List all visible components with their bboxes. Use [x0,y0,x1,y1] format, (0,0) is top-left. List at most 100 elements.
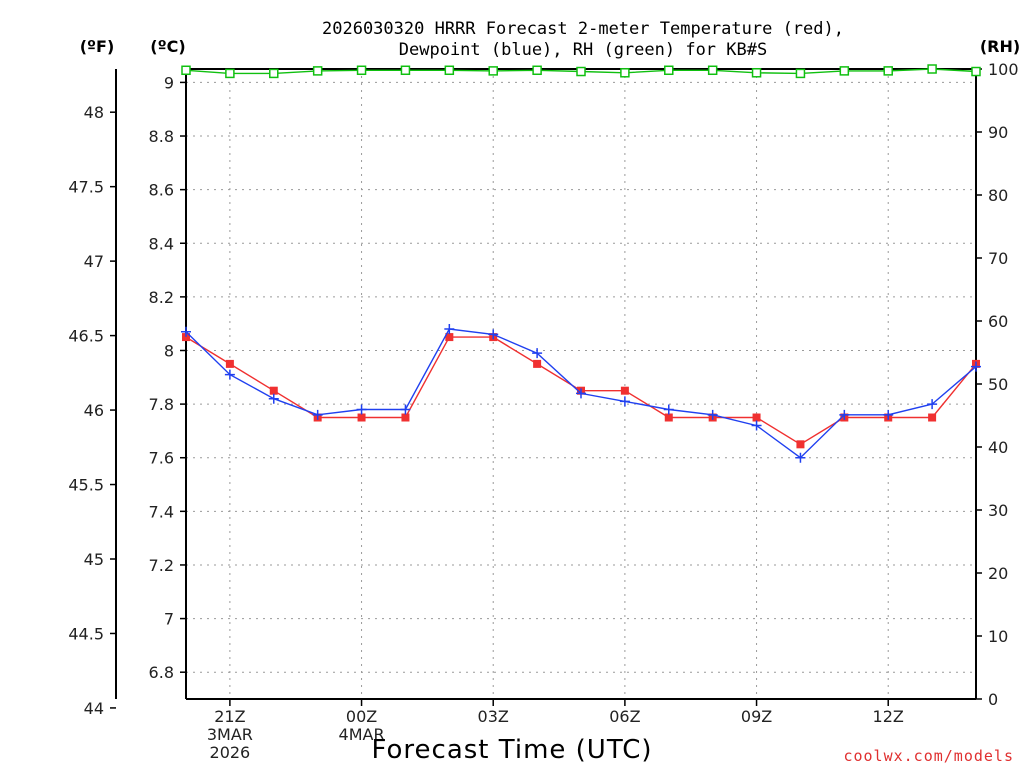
temperature-point [928,413,937,422]
temperature-point [796,440,805,449]
rh-point [971,66,981,77]
celsius-tick-label: 9 [164,73,174,92]
chart-title-line2: Dewpoint (blue), RH (green) for KB#S [399,40,767,60]
rh-tick-label: 50 [988,375,1008,394]
dewpoint-point [619,396,630,407]
dewpoint-point [488,329,499,340]
dewpoint-point [312,409,323,420]
fahrenheit-tick-label: 45.5 [68,476,104,495]
dewpoint-point [356,404,367,415]
dewpoint-point [707,409,718,420]
dewpoint-series [181,324,981,463]
temperature-point [752,413,761,422]
x-tick-label: 3MAR [207,725,253,744]
celsius-tick-label: 7.4 [149,502,174,521]
x-tick-label: 06Z [609,707,640,726]
temperature-point [357,413,366,422]
celsius-tick-label: 7 [164,610,174,629]
celsius-tick-label: 6.8 [149,663,174,682]
temperature-point [401,413,410,422]
dewpoint-point [444,324,455,335]
x-tick-label: 00Z [346,707,377,726]
rh-point [181,65,191,76]
celsius-axis-unit: (ºC) [150,37,185,56]
dewpoint-point [224,369,235,380]
temperature-point [445,333,454,342]
rh-tick-label: 10 [988,627,1008,646]
x-tick-label: 09Z [741,707,772,726]
rh-tick-label: 0 [988,690,998,709]
celsius-tick-label: 7.8 [149,395,174,414]
dewpoint-point [576,388,586,399]
rh-tick-label: 40 [988,438,1008,457]
temperature-point [620,386,629,395]
fahrenheit-tick-label: 47.5 [68,178,104,197]
fahrenheit-tick-label: 47 [84,252,104,271]
rh-tick-label: 80 [988,186,1008,205]
rh-point [664,65,674,76]
x-axis-label: Forecast Time (UTC) [371,735,652,765]
rh-series [181,64,981,79]
dewpoint-point [663,404,674,415]
rh-point [312,66,323,76]
fahrenheit-tick-label: 46.5 [68,327,104,346]
celsius-tick-label: 8.8 [149,127,174,146]
rh-point [400,65,411,76]
dewpoint-point [795,452,806,463]
fahrenheit-tick-label: 46 [84,401,104,420]
temperature-point [225,359,234,368]
rh-tick-label: 30 [988,501,1008,520]
rh-point [269,68,279,79]
grid-lines [186,69,976,699]
rh-point [488,66,498,76]
rh-point [620,68,630,78]
rh-point [444,65,455,76]
rh-point [751,68,762,78]
rh-axis-unit: (RH) [980,37,1020,56]
fahrenheit-tick-label: 48 [84,103,104,122]
dewpoint-point [971,361,981,372]
fahrenheit-tick-label: 44.5 [68,624,104,643]
rh-tick-label: 20 [988,564,1008,583]
dewpoint-point [927,399,938,410]
rh-point [883,66,893,76]
rh-point [927,64,937,74]
celsius-tick-label: 7.6 [149,449,174,468]
dewpoint-point [400,404,411,415]
chart-title-line1: 2026030320 HRRR Forecast 2-meter Tempera… [322,19,844,39]
temperature-point [533,359,542,368]
dewpoint-point [751,420,762,431]
dewpoint-point [181,326,191,337]
temperature-point [269,386,278,395]
celsius-tick-label: 8.2 [149,288,174,307]
rh-tick-label: 70 [988,249,1008,268]
rh-tick-label: 60 [988,312,1008,331]
fahrenheit-tick-label: 45 [84,550,104,569]
rh-point [707,65,718,76]
rh-point [576,66,586,77]
celsius-tick-label: 8 [164,341,174,360]
temperature-point [664,413,673,422]
fahrenheit-tick-label: 44 [84,699,104,718]
source-credit: coolwx.com/models [843,747,1014,765]
x-tick-label: 12Z [873,707,904,726]
x-tick-label: 4MAR [339,725,385,744]
axes: 44 44.5 45 45.5 46 46.5 47 47.5 48 6.8 7 7.2 7.4 7.6 7… [68,60,1018,718]
rh-point [795,68,806,79]
celsius-tick-label: 7.2 [149,556,174,575]
dewpoint-point [883,409,894,420]
dewpoint-point [839,409,850,420]
rh-point [839,66,850,76]
x-tick-label: 2026 [210,743,251,762]
x-tick-label: 21Z [214,707,245,726]
rh-tick-label: 100 [988,60,1019,79]
temperature-point [182,333,190,342]
rh-point [225,68,235,79]
dewpoint-point [268,393,279,404]
rh-point [356,65,367,76]
celsius-tick-label: 8.4 [149,234,174,253]
plot-series [181,64,981,463]
rh-tick-label: 90 [988,123,1008,142]
celsius-tick-label: 8.6 [149,181,174,200]
